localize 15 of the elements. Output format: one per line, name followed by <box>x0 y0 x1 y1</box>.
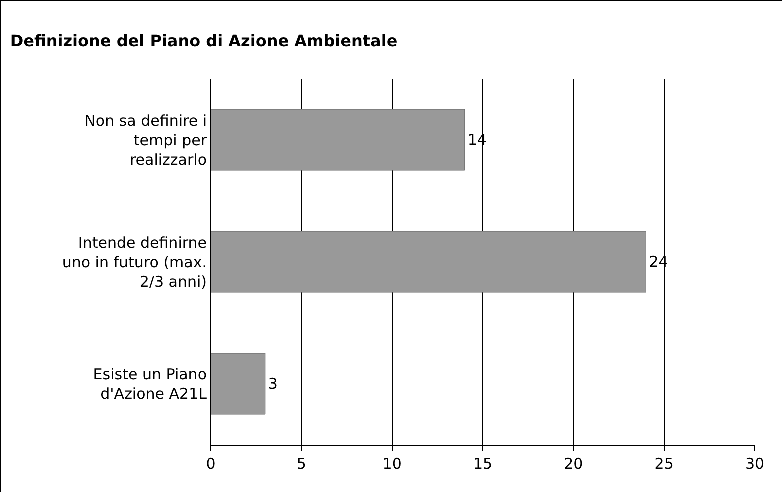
x-tick-label: 30 <box>745 455 765 473</box>
x-tick-label: 0 <box>206 455 216 473</box>
y-tick-label: Non sa definire i tempi per realizzarlo <box>84 112 208 169</box>
y-tick-label: Esiste un Piano d'Azione A21L <box>93 366 208 403</box>
y-tick-label: Intende definirne uno in futuro (max. 2/3 anni) <box>62 234 207 291</box>
chart-title: Definizione del Piano di Azione Ambientale <box>10 32 398 51</box>
bar <box>211 109 466 171</box>
bar <box>211 353 266 415</box>
x-tick-label: 15 <box>473 455 493 473</box>
bar <box>211 231 646 293</box>
data-label: 3 <box>268 375 278 393</box>
x-tick-label: 5 <box>296 455 306 473</box>
x-tick-label: 10 <box>382 455 402 473</box>
x-tick-label: 20 <box>564 455 584 473</box>
x-tick-label: 25 <box>654 455 674 473</box>
